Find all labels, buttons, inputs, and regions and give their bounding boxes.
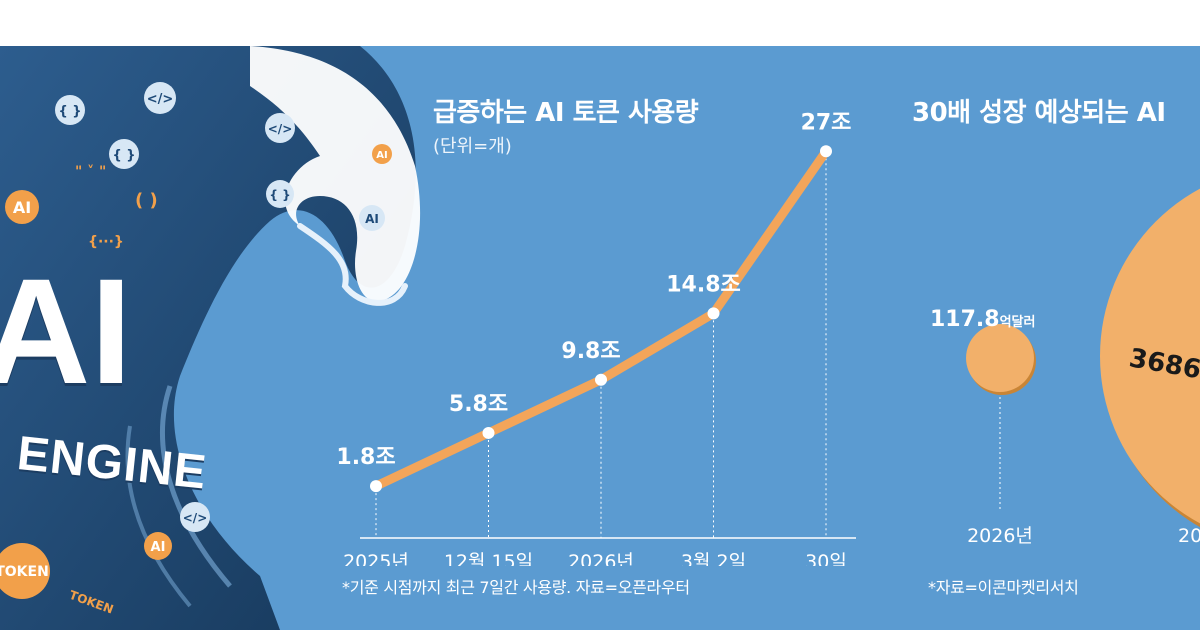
illustration-ai-word: AI — [0, 247, 132, 415]
svg-text:{···}: {···} — [88, 234, 124, 250]
data-point — [370, 480, 382, 493]
svg-text:</>: </> — [183, 511, 208, 525]
bubble-value-label: 117.8억달러 — [930, 307, 1035, 332]
badge-ai-2 — [372, 144, 392, 164]
x-tick-label: 2026년 — [967, 525, 1033, 547]
badge-labels: AI AI AI AI TOKEN TOKEN — [0, 150, 388, 617]
badge-token-label: TOKEN — [67, 588, 115, 617]
data-label: 27조 — [801, 110, 852, 135]
x-tick-label: 30일 — [805, 551, 847, 566]
chart1-note: *기준 시점까지 최근 7일간 사용량. 자료=오픈라우터 — [342, 578, 690, 597]
svg-text:</>: </> — [268, 122, 293, 136]
badge-ai-label: AI — [13, 198, 31, 217]
chart1-title: 급증하는 AI 토큰 사용량 — [433, 98, 699, 128]
chart2-title: 30배 성장 예상되는 AI — [912, 98, 1166, 128]
bubble-unit: 억달러 — [1000, 314, 1036, 330]
braces-icon: { } — [266, 180, 294, 208]
x-tick-label: 20 — [1178, 525, 1200, 547]
x-tick-label: 3월 2일 — [681, 551, 746, 566]
infographic-panel: </> { } </> { } </> { } ( ) {···} " ˅ " … — [0, 46, 1200, 630]
data-label: 1.8조 — [336, 445, 395, 470]
bubble-2026 — [966, 324, 1034, 392]
chart2-note: *자료=이콘마켓리서치 — [928, 578, 1079, 597]
x-tick-label: 2026년 — [568, 551, 634, 566]
badge-ai-4 — [144, 532, 172, 560]
svg-text:" ˅ ": " ˅ " — [75, 164, 106, 180]
badge-ai-3 — [359, 205, 385, 231]
code-icon: </> — [265, 113, 295, 143]
x-tick-label: 2025년 — [343, 551, 409, 566]
data-label: 9.8조 — [561, 339, 620, 364]
braces-icon: { } — [109, 139, 139, 169]
badge-ai-label: AI — [151, 540, 166, 555]
svg-text:· ·: · · — [60, 335, 71, 349]
svg-text:{ }: { } — [269, 188, 290, 202]
braces-icon: { } — [55, 95, 85, 125]
data-label: 14.8조 — [666, 272, 741, 297]
chart1-subtitle: (단위=개) — [433, 136, 512, 157]
svg-text:</>: </> — [147, 92, 174, 107]
data-point — [595, 373, 607, 386]
wave-illustration: </> { } </> { } </> { } ( ) {···} " ˅ " … — [0, 46, 421, 630]
badge-token-label: TOKEN — [0, 564, 49, 580]
badge-ai-label: AI — [376, 150, 387, 161]
badge-ai-1 — [5, 190, 39, 224]
data-label: 5.8조 — [449, 392, 508, 417]
bubble-big — [1100, 188, 1200, 524]
badge-token-1 — [0, 543, 50, 599]
wave-foam — [250, 46, 421, 302]
badge-ai-label: AI — [365, 212, 379, 226]
svg-text:{ }: { } — [112, 148, 135, 163]
series-line — [371, 146, 831, 491]
x-tick-label: 12월 15일 — [444, 551, 533, 566]
code-icon: </> — [180, 502, 210, 532]
data-point — [707, 307, 720, 320]
svg-text:( ): ( ) — [135, 190, 158, 211]
data-point — [482, 426, 495, 439]
svg-text:{ }: { } — [58, 104, 81, 119]
code-icon: </> — [144, 82, 176, 114]
data-point — [820, 145, 832, 158]
